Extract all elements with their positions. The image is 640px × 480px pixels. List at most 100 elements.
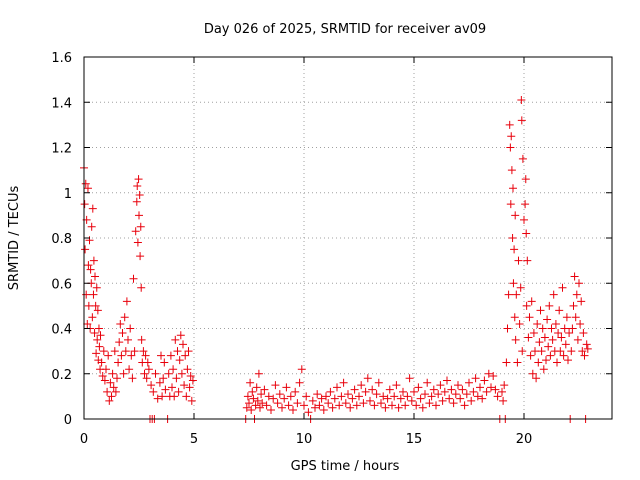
data-point [144, 365, 153, 374]
data-point [440, 387, 449, 396]
data-point [161, 385, 170, 394]
data-point [134, 175, 143, 184]
data-point [319, 405, 328, 414]
data-point [507, 166, 516, 175]
data-point [297, 365, 306, 374]
data-point [166, 351, 175, 360]
data-point [180, 381, 189, 390]
data-point [133, 181, 142, 190]
data-point [125, 365, 134, 374]
data-point [449, 399, 458, 408]
data-point [403, 392, 412, 401]
data-point [551, 319, 560, 328]
data-point [410, 387, 418, 396]
data-point [498, 387, 506, 396]
data-point [469, 387, 478, 396]
data-point [436, 381, 445, 390]
data-point [537, 347, 546, 356]
data-point [131, 227, 140, 236]
data-point [567, 347, 576, 356]
data-point [532, 374, 541, 383]
data-point [117, 351, 126, 360]
data-point [249, 394, 258, 403]
data-point [454, 381, 462, 390]
data-point [504, 290, 513, 299]
data-point [92, 349, 101, 358]
data-point [187, 396, 196, 405]
data-points [80, 95, 592, 423]
data-point [576, 319, 585, 328]
data-point [181, 351, 190, 360]
data-point [83, 184, 92, 193]
data-point [385, 385, 394, 394]
data-point [122, 297, 131, 306]
y-tick-label: 0 [64, 413, 72, 428]
data-point [394, 403, 403, 412]
data-point [124, 335, 132, 344]
data-point [91, 301, 100, 310]
data-point [540, 333, 549, 342]
data-point [569, 301, 578, 310]
data-point [407, 396, 416, 405]
data-point [130, 347, 139, 356]
data-point [528, 369, 537, 378]
data-point [510, 245, 519, 254]
data-point [521, 175, 530, 184]
data-point [505, 120, 514, 129]
data-point [429, 385, 438, 394]
data-point [476, 383, 484, 392]
data-point [583, 344, 592, 353]
data-point [139, 347, 148, 356]
data-point [264, 392, 273, 401]
data-point [462, 390, 471, 399]
data-point [179, 340, 187, 349]
data-point [521, 200, 530, 209]
data-point [517, 95, 526, 104]
data-point [511, 211, 520, 220]
data-point [86, 265, 95, 274]
data-point [141, 351, 150, 360]
data-point [137, 335, 146, 344]
data-point [153, 394, 162, 403]
data-point [512, 290, 521, 299]
data-point [491, 385, 500, 394]
data-point [262, 401, 271, 410]
data-point [529, 329, 538, 338]
data-point [109, 383, 118, 392]
data-point [256, 403, 264, 412]
data-point [570, 272, 579, 281]
data-point [547, 324, 556, 333]
data-point [254, 369, 263, 378]
data-point [104, 351, 113, 360]
data-point [326, 387, 335, 396]
data-point [107, 392, 116, 401]
data-point [561, 340, 570, 349]
data-point [473, 392, 482, 401]
data-point [392, 381, 401, 390]
data-point [118, 329, 127, 338]
data-point [337, 392, 346, 401]
data-point [248, 387, 257, 396]
data-point [85, 236, 94, 245]
data-point [374, 378, 383, 387]
data-point [379, 392, 388, 401]
data-point [509, 279, 518, 288]
data-point [137, 283, 146, 292]
data-point [127, 351, 136, 360]
data-point [135, 211, 143, 220]
data-point [370, 401, 379, 410]
data-point [119, 369, 128, 378]
data-point [113, 374, 121, 383]
data-point [108, 369, 117, 378]
data-point [258, 399, 267, 408]
data-point [482, 387, 491, 396]
data-point [341, 399, 350, 408]
data-point [434, 390, 443, 399]
data-point [517, 116, 526, 125]
data-point [525, 313, 534, 322]
data-point [543, 315, 552, 324]
data-point [98, 372, 107, 381]
data-point [96, 331, 105, 340]
data-point [91, 272, 99, 281]
data-point [103, 387, 112, 396]
